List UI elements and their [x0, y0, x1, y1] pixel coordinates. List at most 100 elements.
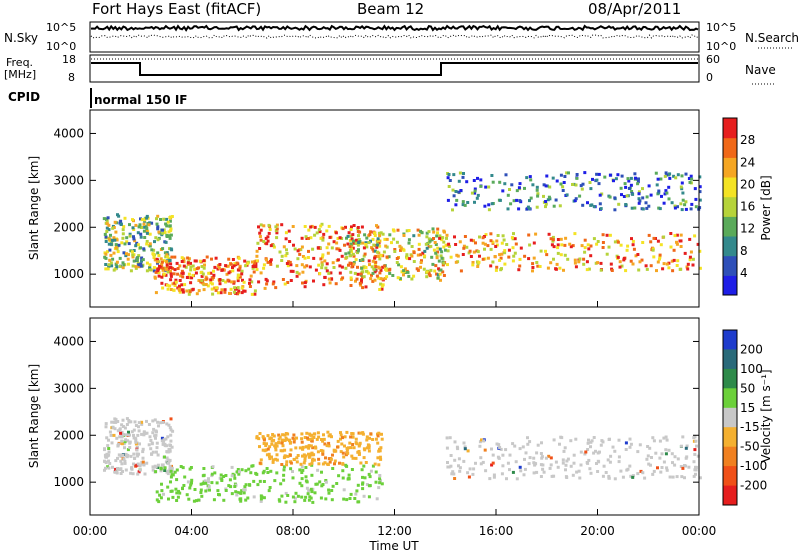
heatmap-cell — [345, 236, 348, 240]
colorbar-swatch — [723, 177, 737, 198]
heatmap-cell — [128, 232, 132, 236]
heatmap-cell — [434, 243, 438, 246]
heatmap-cell — [451, 188, 455, 192]
heatmap-cell — [449, 255, 453, 259]
heatmap-cell — [435, 234, 439, 238]
heatmap-cell — [669, 232, 673, 235]
heatmap-cell — [242, 280, 246, 284]
heatmap-cell — [230, 492, 234, 496]
heatmap-cell — [136, 454, 140, 458]
heatmap-cell — [239, 491, 243, 495]
heatmap-cell — [378, 288, 382, 291]
heatmap-cell — [356, 243, 360, 247]
heatmap-cell — [631, 243, 635, 247]
heatmap-cell — [556, 251, 560, 255]
heatmap-cell — [115, 436, 119, 440]
heatmap-cell — [275, 458, 279, 462]
heatmap-cell — [491, 461, 495, 465]
heatmap-cell — [601, 474, 605, 478]
heatmap-cell — [376, 456, 380, 460]
y-tick-label: 4000 — [53, 126, 84, 140]
heatmap-cell — [481, 236, 485, 240]
heatmap-cell — [357, 241, 361, 244]
heatmap-cell — [532, 471, 536, 475]
heatmap-cell — [275, 471, 279, 475]
heatmap-cell — [538, 265, 542, 268]
heatmap-cell — [462, 244, 466, 248]
heatmap-cell — [694, 472, 697, 476]
heatmap-cell — [201, 482, 205, 486]
heatmap-cell — [602, 464, 606, 468]
heatmap-cell — [257, 280, 261, 284]
heatmap-cell — [370, 265, 374, 269]
heatmap-cell — [374, 260, 378, 264]
heatmap-cell — [112, 268, 116, 272]
heatmap-cell — [350, 265, 354, 269]
heatmap-cell — [535, 185, 539, 189]
heatmap-cell — [238, 470, 241, 474]
heatmap-cell — [412, 234, 416, 238]
heatmap-cell — [189, 268, 193, 272]
heatmap-cell — [585, 260, 589, 264]
heatmap-cell — [285, 437, 289, 441]
heatmap-cell — [326, 430, 330, 434]
heatmap-cell — [192, 499, 196, 503]
heatmap-cell — [174, 487, 178, 491]
heatmap-cell — [157, 260, 161, 264]
heatmap-cell — [626, 244, 630, 248]
heatmap-cell — [510, 236, 514, 240]
heatmap-cell — [292, 457, 296, 461]
heatmap-cell — [448, 179, 452, 182]
heatmap-cell — [671, 269, 675, 273]
heatmap-cell — [347, 231, 351, 235]
heatmap-cell — [145, 431, 149, 435]
heatmap-cell — [172, 272, 176, 276]
heatmap-cell — [527, 462, 531, 466]
heatmap-cell — [258, 461, 262, 465]
heatmap-cell — [452, 173, 456, 177]
heatmap-cell — [354, 238, 358, 242]
heatmap-cell — [499, 256, 503, 260]
heatmap-cell — [690, 202, 694, 206]
heatmap-cell — [122, 225, 126, 229]
heatmap-cell — [179, 274, 183, 278]
heatmap-cell — [470, 191, 474, 195]
heatmap-cell — [541, 467, 545, 471]
heatmap-cell — [454, 203, 458, 207]
heatmap-cell — [371, 438, 375, 441]
heatmap-cell — [647, 462, 651, 466]
heatmap-cell — [211, 292, 215, 296]
heatmap-cell — [213, 471, 217, 475]
velocity-ylabel: Slant Range [km] — [27, 364, 41, 468]
heatmap-cell — [161, 268, 165, 272]
heatmap-cell — [259, 497, 263, 501]
heatmap-cell — [356, 483, 360, 487]
heatmap-cell — [234, 490, 238, 494]
heatmap-cell — [518, 182, 522, 186]
heatmap-cell — [349, 446, 353, 450]
heatmap-cell — [331, 484, 335, 488]
heatmap-cell — [457, 464, 460, 468]
heatmap-cell — [142, 247, 146, 251]
heatmap-cell — [609, 262, 613, 266]
heatmap-cell — [452, 472, 456, 476]
heatmap-cell — [115, 238, 119, 242]
heatmap-cell — [487, 185, 491, 189]
beam-label: Beam 12 — [357, 0, 424, 18]
heatmap-cell — [125, 433, 128, 437]
heatmap-cell — [300, 236, 304, 240]
heatmap-cell — [692, 460, 696, 464]
heatmap-cell — [307, 228, 311, 232]
heatmap-cell — [175, 478, 179, 482]
heatmap-cell — [236, 468, 240, 471]
heatmap-cell — [319, 449, 323, 452]
heatmap-cell — [249, 274, 253, 278]
heatmap-cell — [118, 468, 122, 472]
heatmap-cell — [168, 219, 172, 223]
heatmap-cell — [523, 457, 526, 461]
heatmap-cell — [514, 242, 518, 246]
heatmap-cell — [659, 470, 663, 474]
heatmap-cell — [141, 460, 145, 464]
heatmap-cell — [644, 201, 648, 205]
heatmap-cell — [546, 266, 550, 270]
